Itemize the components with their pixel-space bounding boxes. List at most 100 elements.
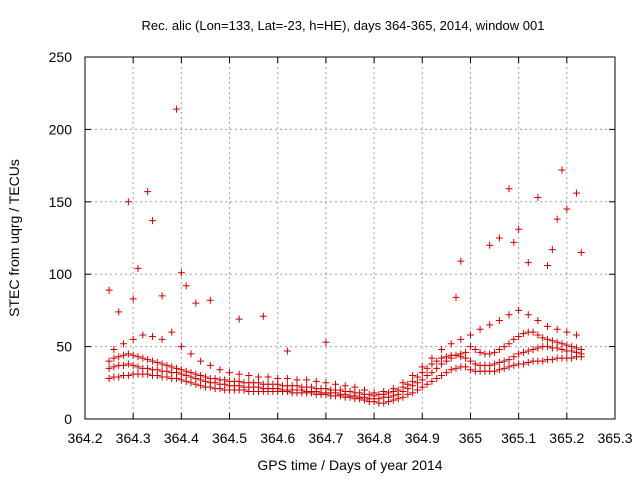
x-tick-label: 364.7 [308,430,343,446]
data-point [115,353,123,361]
data-point [495,345,503,353]
data-point [572,189,580,197]
data-point [491,367,499,375]
data-point [534,344,542,352]
data-point [129,361,137,369]
data-point [312,377,320,385]
data-point [173,364,181,372]
data-point [158,335,166,343]
data-point [385,389,393,397]
data-point [457,353,465,361]
data-point [404,380,412,388]
data-point [529,328,537,336]
data-points [105,105,585,407]
data-point [433,357,441,365]
data-point [148,332,156,340]
data-point [544,343,552,351]
y-tick-label: 50 [56,339,72,355]
data-point [433,364,441,372]
data-point [187,350,195,358]
data-point [409,372,417,380]
data-point [524,359,532,367]
data-point [558,166,566,174]
data-point [568,354,576,362]
data-point [471,360,479,368]
data-point [360,386,368,394]
data-point [124,198,132,206]
data-point [380,387,388,395]
data-point [221,376,229,384]
data-point [129,335,137,343]
data-point [105,364,113,372]
data-point [452,351,460,359]
y-tick-label: 0 [64,411,72,427]
data-point [129,295,137,303]
data-point [553,325,561,333]
data-point [293,376,301,384]
data-point [466,331,474,339]
x-tick-label: 365.2 [549,430,584,446]
data-point [539,357,547,365]
data-point [423,364,431,372]
data-point [442,353,450,361]
data-point [466,357,474,365]
data-point [226,369,234,377]
data-point [428,377,436,385]
data-point [124,372,132,380]
data-point [187,369,195,377]
data-point [510,238,518,246]
axis-ticks [84,56,616,420]
data-point [211,374,219,382]
data-point [534,317,542,325]
data-point [346,387,354,395]
data-point [548,337,556,345]
data-point [409,389,417,397]
data-point [495,317,503,325]
data-point [500,357,508,365]
data-point [491,348,499,356]
data-point [505,311,513,319]
data-point [476,348,484,356]
data-point [548,246,556,254]
data-point [505,356,513,364]
data-point [120,361,128,369]
data-point [438,354,446,362]
y-tick-labels: 0 50 100 150 200 250 [49,49,73,427]
data-point [519,360,527,368]
y-tick-label: 100 [49,266,73,282]
x-tick-label: 364.9 [405,430,440,446]
data-point [124,360,132,368]
data-point [539,334,547,342]
data-point [553,338,561,346]
data-point [139,354,147,362]
data-point [254,373,262,381]
data-point [351,383,359,391]
data-point [442,369,450,377]
data-point [245,372,253,380]
data-point [307,383,315,391]
data-point [418,363,426,371]
data-point [206,296,214,304]
data-point [134,353,142,361]
x-axis-title: GPS time / Days of year 2014 [257,457,442,473]
data-point [163,361,171,369]
data-point [153,359,161,367]
data-point [370,389,378,397]
data-point [491,360,499,368]
data-point [158,360,166,368]
data-point [322,338,330,346]
data-point [322,379,330,387]
data-point [515,225,523,233]
data-point [153,366,161,374]
data-point [452,364,460,372]
data-point [515,350,523,358]
data-point [283,347,291,355]
data-point [182,282,190,290]
data-point [457,257,465,265]
data-point [197,372,205,380]
data-point [466,343,474,351]
data-point [168,363,176,371]
data-point [495,359,503,367]
x-tick-label: 364.8 [357,430,392,446]
data-point [457,335,465,343]
